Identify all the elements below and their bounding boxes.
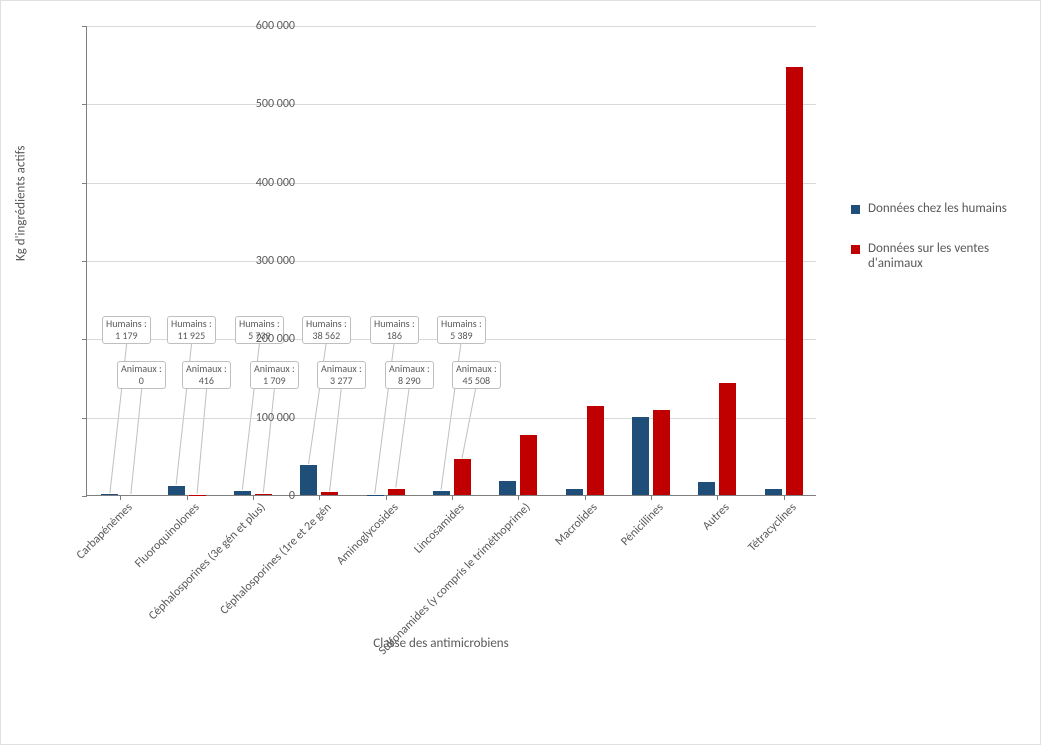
callout-box: Animaux :416 xyxy=(182,361,231,389)
callout-value: 1 709 xyxy=(254,375,295,387)
y-tick-label: 500 000 xyxy=(235,97,295,111)
y-tick-mark xyxy=(82,339,87,340)
callout-box: Animaux :1 709 xyxy=(250,361,299,389)
bar-humains xyxy=(765,489,782,495)
y-tick-label: 100 000 xyxy=(235,411,295,425)
x-tick-label: Macrolides xyxy=(547,495,601,549)
bar-animaux xyxy=(321,492,338,495)
y-tick-mark xyxy=(82,26,87,27)
callout-box: Humains :5 389 xyxy=(437,316,486,344)
bar-humains xyxy=(632,417,649,495)
bar-animaux xyxy=(520,435,537,495)
bar-animaux xyxy=(587,406,604,495)
y-tick-mark xyxy=(82,183,87,184)
y-tick-mark xyxy=(82,104,87,105)
y-axis-title: Kg d'ingrédients actifs xyxy=(14,146,29,262)
y-tick-mark xyxy=(82,496,87,497)
bar-humains xyxy=(566,489,583,495)
y-tick-label: 200 000 xyxy=(235,332,295,346)
y-tick-label: 400 000 xyxy=(235,176,295,190)
callout-value: 1 179 xyxy=(106,330,147,342)
x-tick-label: Tétracyclines xyxy=(740,495,800,555)
gridline xyxy=(87,26,816,27)
gridline xyxy=(87,183,816,184)
callout-box: Animaux :45 508 xyxy=(452,361,501,389)
bar-humains xyxy=(300,465,317,495)
legend: Données chez les humains Données sur les … xyxy=(851,201,1016,296)
x-tick-label: Céphalosporines (1re et 2e gén xyxy=(212,495,335,618)
bar-animaux xyxy=(786,67,803,495)
bar-humains xyxy=(101,494,118,495)
bar-animaux xyxy=(719,383,736,495)
callout-value: 3 277 xyxy=(321,375,362,387)
callout-box: Humains :1 179 xyxy=(102,316,151,344)
callout-value: 11 925 xyxy=(171,330,212,342)
x-axis-title: Classe des antimicrobiens xyxy=(373,636,508,651)
y-tick-mark xyxy=(82,418,87,419)
chart-container: Kg d'ingrédients actifs CarbapénèmesFluo… xyxy=(11,11,1031,736)
callout-box: Humains :186 xyxy=(370,316,419,344)
bar-animaux xyxy=(653,410,670,495)
gridline xyxy=(87,261,816,262)
callout-box: Humains :38 562 xyxy=(302,316,351,344)
x-tick-label: Aminoglycosides xyxy=(328,495,401,568)
callout-value: 416 xyxy=(186,375,227,387)
callout-box: Animaux :3 277 xyxy=(317,361,366,389)
callout-value: 0 xyxy=(121,375,162,387)
callout-box: Animaux :0 xyxy=(117,361,166,389)
x-tick-label: Autres xyxy=(695,495,733,533)
x-tick-label: Lincosamides xyxy=(406,495,468,557)
gridline xyxy=(87,104,816,105)
x-tick-label: Céphalosporines (3e gén et plus) xyxy=(140,495,268,623)
x-tick-label: Pénicillines xyxy=(613,495,667,549)
bar-humains xyxy=(499,481,516,495)
callout-value: 8 290 xyxy=(389,375,430,387)
y-tick-label: 0 xyxy=(235,489,295,503)
callout-value: 5 389 xyxy=(441,330,482,342)
plot-area: CarbapénèmesFluoroquinolonesCéphalospori… xyxy=(86,26,816,496)
y-tick-label: 600 000 xyxy=(235,19,295,33)
legend-swatch xyxy=(851,205,860,214)
legend-swatch xyxy=(851,245,860,254)
gridline xyxy=(87,418,816,419)
bar-humains xyxy=(698,482,715,495)
bar-humains xyxy=(168,486,185,495)
callout-box: Animaux :8 290 xyxy=(385,361,434,389)
legend-item: Données chez les humains xyxy=(851,201,1016,216)
callout-value: 186 xyxy=(374,330,415,342)
legend-label: Données chez les humains xyxy=(868,201,1007,216)
bar-humains xyxy=(433,491,450,495)
bar-animaux xyxy=(454,459,471,495)
y-tick-mark xyxy=(82,261,87,262)
x-tick-label: Carbapénèmes xyxy=(68,495,135,562)
callout-box: Humains :11 925 xyxy=(167,316,216,344)
y-tick-label: 300 000 xyxy=(235,254,295,268)
bar-animaux xyxy=(388,489,405,495)
callout-value: 38 562 xyxy=(306,330,347,342)
callout-value: 45 508 xyxy=(456,375,497,387)
legend-label: Données sur les ventes d'animaux xyxy=(868,241,1016,271)
legend-item: Données sur les ventes d'animaux xyxy=(851,241,1016,271)
